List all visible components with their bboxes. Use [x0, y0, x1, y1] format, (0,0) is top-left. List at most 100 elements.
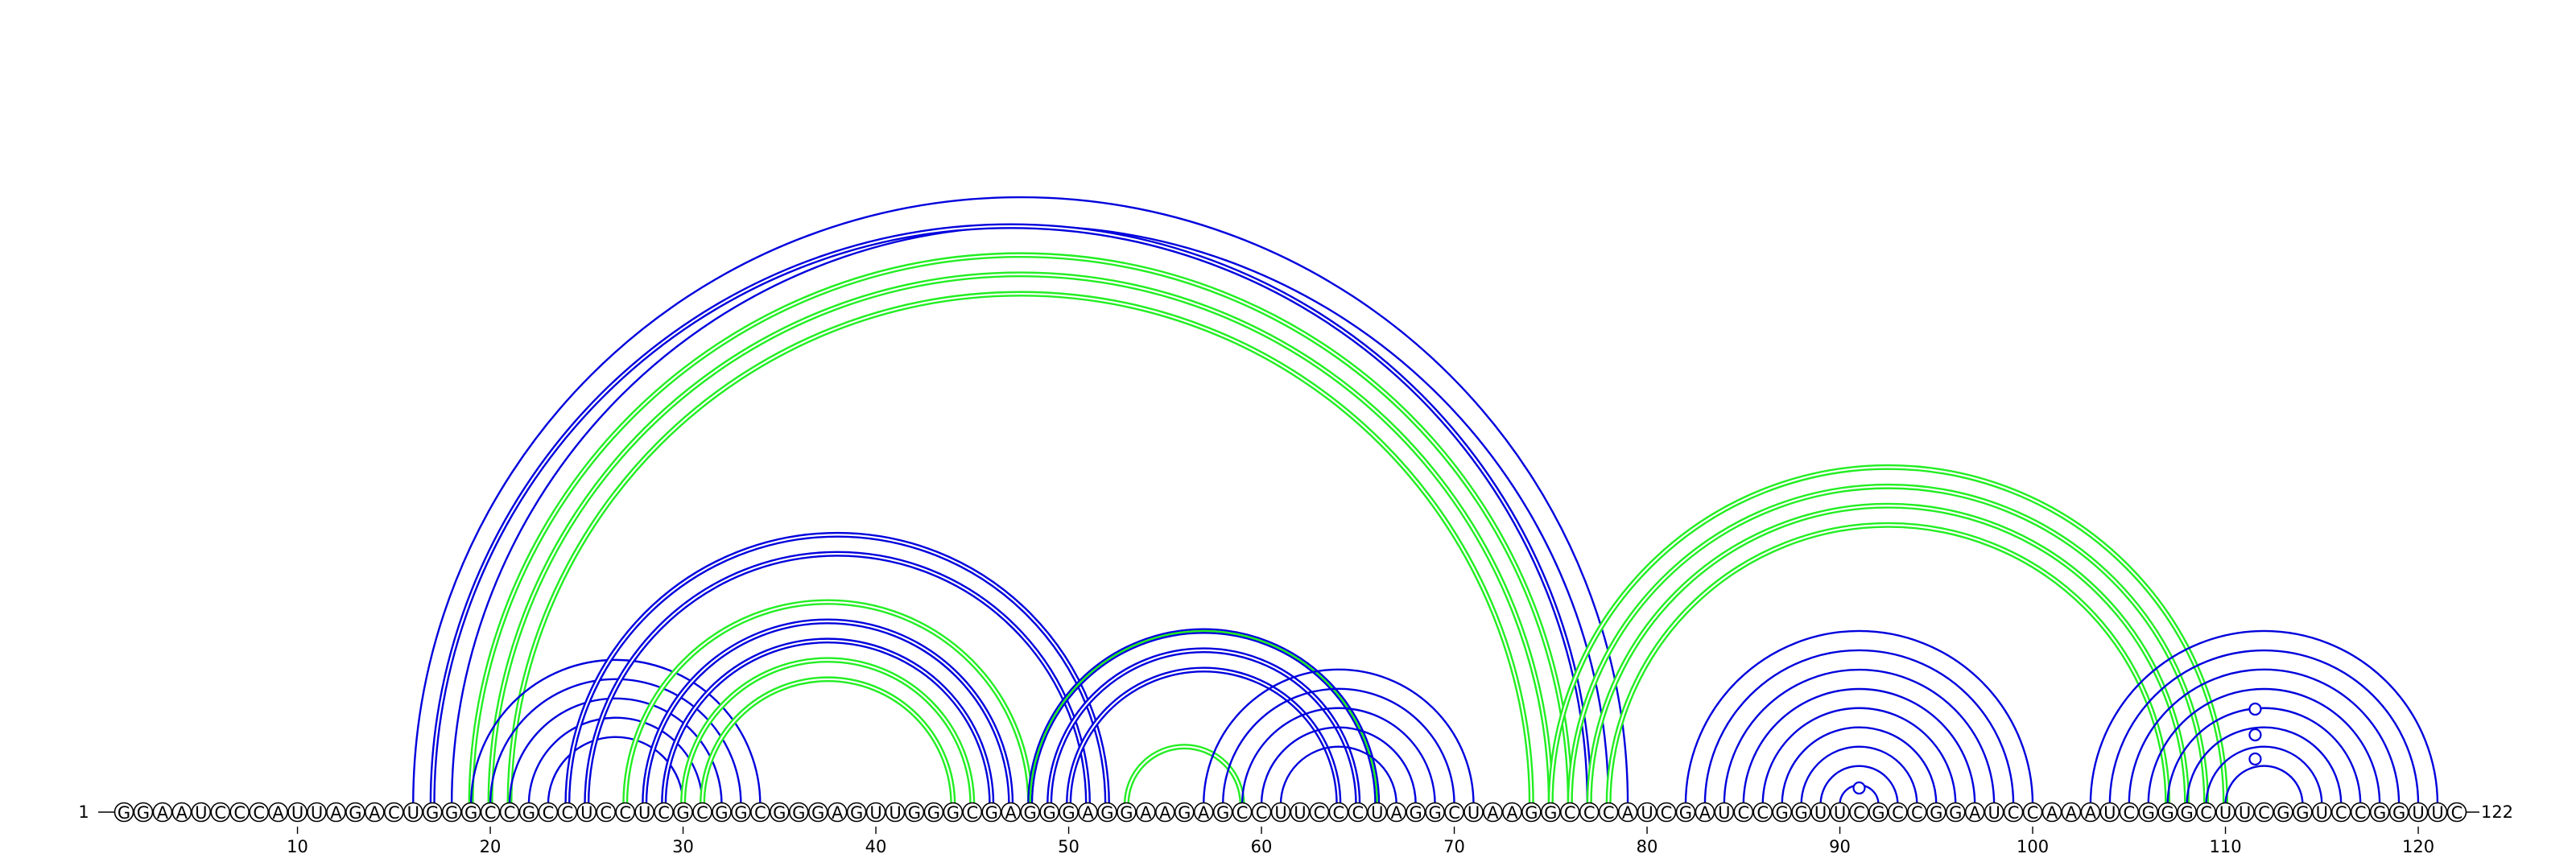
nucleotide-circle [865, 802, 886, 823]
base-pair-arc-inner [508, 292, 1533, 805]
nucleotide-letter: G [908, 803, 921, 823]
nucleotide: C [538, 802, 559, 823]
nucleotide-letter: G [773, 803, 786, 823]
nucleotide-circle [2446, 802, 2467, 823]
nucleotide: G [904, 802, 925, 823]
nucleotide: C [210, 802, 231, 823]
nucleotide-letter: C [1853, 803, 1865, 823]
tick-label: 90 [1829, 837, 1851, 856]
nucleotide: G [1675, 802, 1696, 823]
nucleotide-circle [1772, 802, 1792, 823]
nucleotide-circle [1020, 802, 1040, 823]
nucleotide: G [441, 802, 462, 823]
nucleotide-letter: G [1776, 803, 1789, 823]
nucleotide-letter: C [2008, 803, 2020, 823]
loop-marker [2248, 728, 2262, 742]
nucleotide-circle [383, 802, 404, 823]
base-pair-arc-inner [431, 225, 1591, 805]
nucleotide-letter: C [2027, 803, 2039, 823]
base-pair-arc [1241, 707, 1436, 805]
tick-label: 80 [1637, 837, 1658, 856]
nucleotide-circle [1212, 802, 1233, 823]
nucleotide-circle [2022, 802, 2043, 823]
nucleotide-circle [769, 802, 790, 823]
nucleotide-circle [1502, 802, 1522, 823]
nucleotide-circle [846, 802, 867, 823]
base-pair-arc [527, 716, 704, 805]
base-pair-arc-inner [663, 639, 993, 805]
nucleotide-letter: G [1428, 803, 1441, 823]
nucleotide: A [365, 802, 385, 823]
nucleotide: C [1251, 802, 1272, 823]
nucleotide-letter: G [1949, 803, 1962, 823]
nucleotide: C [2254, 802, 2274, 823]
nucleotide-letter: C [619, 803, 631, 823]
nucleotide: G [345, 802, 365, 823]
nucleotide-circle [1541, 802, 1561, 823]
base-pair-arc [1819, 765, 1899, 805]
base-pair-arc [1123, 744, 1245, 805]
nucleotide-letter: G [1062, 803, 1075, 823]
nucleotide-circle [1251, 802, 1272, 823]
nucleotide-letter: A [330, 803, 342, 823]
nucleotide: A [2080, 802, 2101, 823]
nucleotide: U [1290, 802, 1311, 823]
nucleotide: A [1078, 802, 1098, 823]
nucleotide-letter: C [2123, 803, 2135, 823]
nucleotide-circle [2138, 802, 2159, 823]
nucleotide-circle [1617, 802, 1638, 823]
nucleotide: G [1945, 802, 1966, 823]
nucleotide-circle [1849, 802, 1869, 823]
base-pair-arc [547, 736, 684, 805]
nucleotide: C [1559, 802, 1580, 823]
arcs-layer [412, 196, 2439, 805]
nucleotide-circle [1136, 802, 1156, 823]
nucleotide-letter: U [2316, 803, 2328, 823]
nucleotide: C [1656, 802, 1677, 823]
nucleotide-circle [1888, 802, 1908, 823]
base-pair-arc-inner [470, 254, 1571, 805]
nucleotide-circle [2196, 802, 2216, 823]
nucleotide-letter: A [1391, 803, 1403, 823]
nucleotide-letter: G [1120, 803, 1133, 823]
nucleotide-letter: C [2335, 803, 2347, 823]
nucleotide-letter: C [2258, 803, 2270, 823]
nucleotide: U [1984, 802, 2004, 823]
nucleotide-circle [2408, 802, 2429, 823]
base-pair-arc [1260, 726, 1417, 805]
nucleotide: C [1579, 802, 1600, 823]
nucleotide: A [1193, 802, 1214, 823]
base-pair-arc [2128, 668, 2401, 805]
nucleotide: A [171, 802, 192, 823]
start-position-label: 1 [78, 802, 89, 822]
nucleotide-letter: C [543, 803, 555, 823]
nucleotide: G [1174, 802, 1195, 823]
base-pair-arc [1221, 687, 1455, 805]
base-pair-arc-inner [585, 553, 1089, 805]
nucleotide-letter: G [947, 803, 960, 823]
nucleotide: G [2388, 802, 2409, 823]
nucleotide-letter: A [1005, 803, 1018, 823]
nucleotide: C [2003, 802, 2024, 823]
nucleotide: A [1502, 802, 1522, 823]
nucleotide-letter: G [2142, 803, 2155, 823]
nucleotide-letter: C [1333, 803, 1345, 823]
nucleotide-circle [634, 802, 654, 823]
nucleotide-circle [1868, 802, 1889, 823]
nucleotide-circle [1097, 802, 1117, 823]
nucleotide-circle [1039, 802, 1059, 823]
nucleotide-circle [1695, 802, 1715, 823]
nucleotide: U [1830, 802, 1850, 823]
nucleotide-circle [1964, 802, 1985, 823]
nucleotide-circle [1290, 802, 1311, 823]
nucleotide: G [1425, 802, 1445, 823]
nucleotide-circle [712, 802, 732, 823]
nucleotide: A [1136, 802, 1156, 823]
nucleotide-circle [345, 802, 365, 823]
nucleotide-circle [1926, 802, 1946, 823]
nucleotide-letter: U [638, 803, 650, 823]
nucleotide-circle [788, 802, 809, 823]
nucleotide-circle [499, 802, 520, 823]
nucleotide-letter: U [1641, 803, 1653, 823]
nucleotide: C [692, 802, 712, 823]
